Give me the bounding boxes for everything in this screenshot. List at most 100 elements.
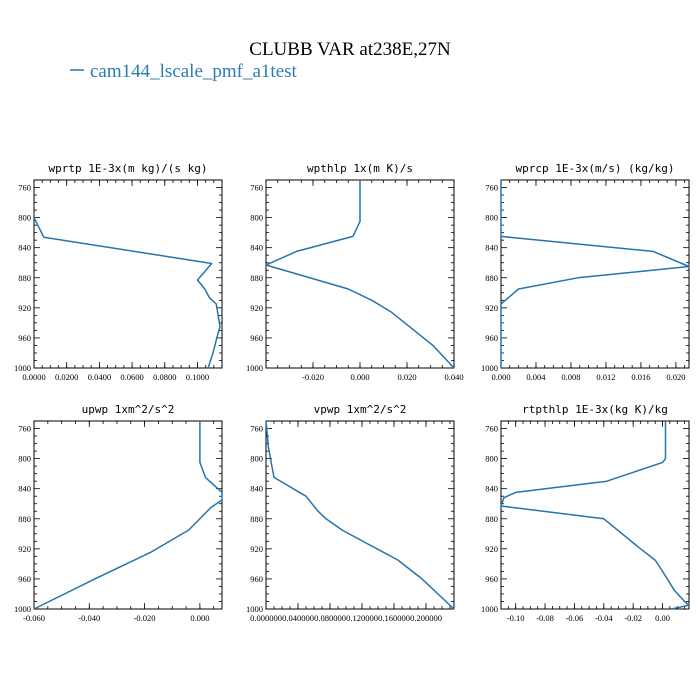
y-tick-label: 760	[485, 424, 498, 434]
y-tick-label: 920	[18, 544, 31, 554]
y-tick-label: 960	[485, 574, 498, 584]
y-tick-label: 840	[250, 484, 263, 494]
series-line-1	[500, 180, 690, 368]
x-tick-label: 0.0600	[120, 372, 143, 382]
y-tick-label: 840	[18, 484, 31, 494]
y-tick-label: 1000	[246, 363, 263, 373]
x-tick-label: 0.008	[561, 372, 580, 382]
x-tick-label: 0.0400	[88, 372, 111, 382]
y-tick-label: 880	[18, 273, 31, 283]
y-tick-label: 1000	[481, 363, 498, 373]
y-tick-label: 1000	[14, 604, 31, 614]
y-tick-label: 800	[18, 454, 31, 464]
x-tick-label: 0.020	[666, 372, 685, 382]
y-tick-label: 920	[18, 303, 31, 313]
panel-title: rtpthlp 1E-3x(kg K)/kg	[522, 403, 668, 416]
series-line-1	[33, 217, 221, 369]
x-tick-label: 0.016	[631, 372, 650, 382]
legend: cam144_lscale_pmf_a1test	[70, 61, 298, 82]
panel-title: wprtp 1E-3x(m kg)/(s kg)	[49, 162, 208, 175]
y-tick-label: 880	[485, 273, 498, 283]
panel-6: rtpthlp 1E-3x(kg K)/kg 760 800 840 880 920 960…	[481, 403, 690, 623]
y-tick-label: 960	[18, 574, 31, 584]
figure-title: CLUBB VAR at238E,27N	[249, 39, 451, 60]
panel-title: upwp 1xm^2/s^2	[82, 403, 175, 416]
x-tick-label: -0.020	[302, 372, 324, 382]
y-tick-label: 800	[18, 213, 31, 223]
panel-3: wprcp 1E-3x(m/s) (kg/kg) 760 800 840 880 920 9…	[481, 162, 690, 382]
series-line-1	[265, 420, 455, 610]
x-tick-label: 0.012	[596, 372, 615, 382]
x-tick-label: 0.0200	[55, 372, 78, 382]
x-tick-label: 0.040000	[282, 613, 314, 623]
x-tick-label: 0.000	[350, 372, 369, 382]
y-tick-label: 800	[250, 454, 263, 464]
x-tick-label: -0.040	[78, 613, 100, 623]
series-line-1	[500, 421, 690, 610]
panel-grid: wprtp 1E-3x(m kg)/(s kg) 760 800 840 880 920 9…	[14, 162, 690, 623]
series-line-1	[265, 180, 455, 369]
y-tick-label: 960	[250, 333, 263, 343]
y-tick-label: 760	[485, 183, 498, 193]
y-tick-label: 960	[18, 333, 31, 343]
x-tick-label: 0.000	[190, 613, 209, 623]
x-tick-label: -0.04	[595, 613, 613, 623]
x-tick-label: 0.040	[444, 372, 463, 382]
y-tick-label: 920	[485, 303, 498, 313]
plot-frame	[33, 420, 223, 610]
x-tick-label: 0.200000	[410, 613, 442, 623]
x-tick-label: 0.160000	[378, 613, 410, 623]
y-tick-label: 1000	[246, 604, 263, 614]
y-tick-label: 840	[485, 484, 498, 494]
y-tick-label: 760	[18, 183, 31, 193]
x-tick-label: -0.10	[507, 613, 525, 623]
panel-title: wprcp 1E-3x(m/s) (kg/kg)	[516, 162, 675, 175]
x-tick-label: -0.020	[134, 613, 156, 623]
panel-5: vpwp 1xm^2/s^2 760 800 840 880 920 960 10000.00…	[246, 403, 455, 623]
y-tick-label: 920	[250, 303, 263, 313]
y-tick-label: 760	[250, 183, 263, 193]
y-tick-label: 880	[250, 273, 263, 283]
y-tick-label: 920	[250, 544, 263, 554]
y-tick-label: 840	[18, 243, 31, 253]
plot-frame	[265, 420, 455, 610]
panel-title: wpthlp 1x(m K)/s	[307, 162, 413, 175]
y-tick-label: 840	[250, 243, 263, 253]
panel-2: wpthlp 1x(m K)/s 760 800 840 880 920 960 1000 -0…	[246, 162, 464, 382]
x-tick-label: 0.004	[526, 372, 546, 382]
x-tick-label: -0.06	[566, 613, 584, 623]
plot-frame	[500, 420, 690, 610]
plot-frame	[33, 179, 223, 369]
x-tick-label: -0.060	[23, 613, 45, 623]
x-tick-label: 0.000	[491, 372, 510, 382]
y-tick-label: 880	[18, 514, 31, 524]
x-tick-label: 0.120000	[346, 613, 378, 623]
x-tick-label: 0.000000	[250, 613, 282, 623]
y-tick-label: 880	[250, 514, 263, 524]
x-tick-label: -0.02	[624, 613, 642, 623]
y-tick-label: 880	[485, 514, 498, 524]
x-tick-label: 0.0800	[153, 372, 176, 382]
y-tick-label: 800	[485, 454, 498, 464]
legend-label: cam144_lscale_pmf_a1test	[90, 61, 298, 82]
x-tick-label: 0.080000	[314, 613, 346, 623]
y-tick-label: 1000	[14, 363, 31, 373]
x-tick-label: 0.00	[655, 613, 670, 623]
x-tick-label: 0.0000	[22, 372, 45, 382]
plot-frame	[500, 179, 690, 369]
y-tick-label: 1000	[481, 604, 498, 614]
panel-1: wprtp 1E-3x(m kg)/(s kg) 760 800 840 880 920 9…	[14, 162, 223, 382]
x-tick-label: 0.1000	[186, 372, 209, 382]
y-tick-label: 760	[250, 424, 263, 434]
y-tick-label: 840	[485, 243, 498, 253]
y-tick-label: 800	[485, 213, 498, 223]
panel-4: upwp 1xm^2/s^27608008408809209601000-0.0…	[14, 403, 223, 623]
y-tick-label: 960	[485, 333, 498, 343]
x-tick-label: 0.020	[397, 372, 416, 382]
y-tick-label: 760	[18, 424, 31, 434]
x-tick-label: -0.08	[536, 613, 554, 623]
panel-title: vpwp 1xm^2/s^2	[314, 403, 407, 416]
series-line-1	[33, 421, 223, 610]
y-tick-label: 960	[250, 574, 263, 584]
